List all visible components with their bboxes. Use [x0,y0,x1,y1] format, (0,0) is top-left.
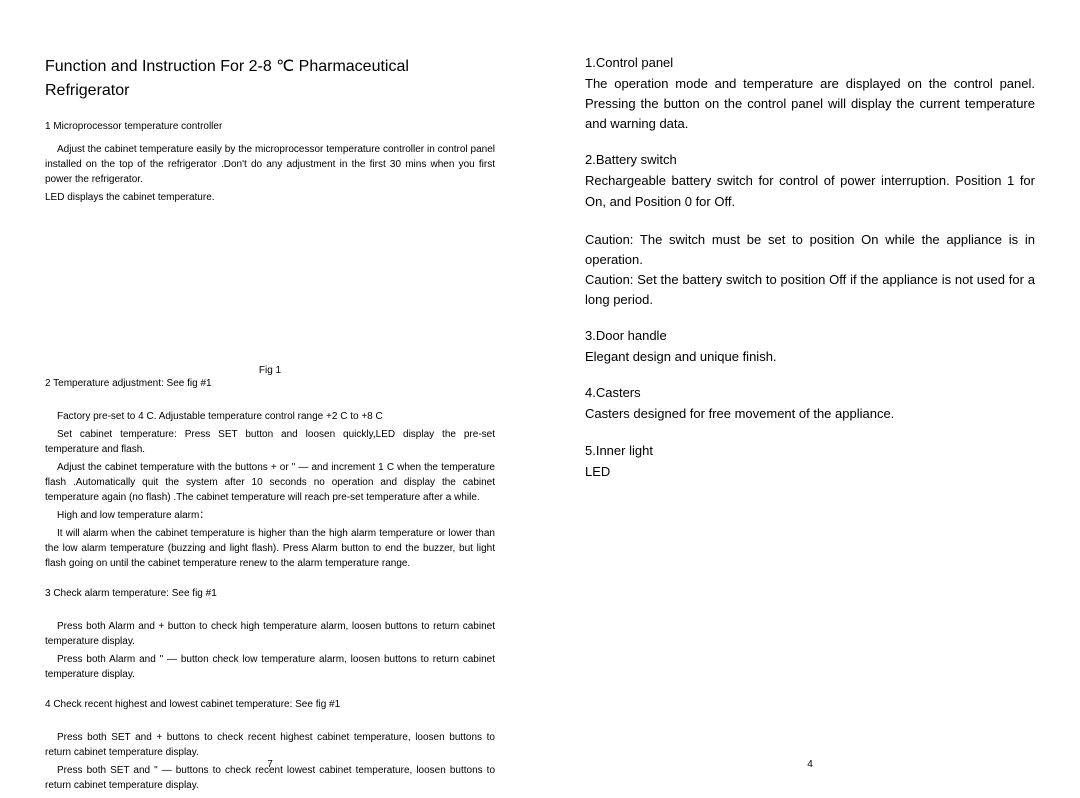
item-1-heading: 1.Control panel [585,55,1035,70]
item-5: 5.Inner light LED [585,443,1035,482]
section-2-body: Factory pre-set to 4 C. Adjustable tempe… [45,409,495,571]
s3-p2: Press both Alarm and " — button check lo… [45,654,495,680]
doc-title: Function and Instruction For 2-8 ℃ Pharm… [45,55,495,103]
caution-1-text: The switch must be set to position On wh… [585,232,1035,267]
section-1-heading: 1 Microprocessor temperature controller [45,121,495,132]
section-2-heading: 2 Temperature adjustment: See fig #1 [45,378,495,389]
caution-label-2: Caution: [585,272,633,287]
item-3-heading: 3.Door handle [585,328,1035,343]
page-number-left: 7 [0,759,540,770]
item-4-para: Casters designed for free movement of th… [585,404,1035,424]
s2-p3: Adjust the cabinet temperature with the … [45,462,495,503]
section-3-body: Press both Alarm and + button to check h… [45,619,495,682]
item-2: 2.Battery switch Rechargeable battery sw… [585,152,1035,211]
caution-2-text: Set the battery switch to position Off i… [585,272,1035,307]
item-3-para: Elegant design and unique finish. [585,347,1035,367]
s3-p1: Press both Alarm and + button to check h… [45,621,495,647]
s2-p5: It will alarm when the cabinet temperatu… [45,528,495,569]
item-2-para: Rechargeable battery switch for control … [585,171,1035,211]
item-4-heading: 4.Casters [585,385,1035,400]
caution-1: Caution: The switch must be set to posit… [585,230,1035,270]
item-3: 3.Door handle Elegant design and unique … [585,328,1035,367]
item-2-heading: 2.Battery switch [585,152,1035,167]
page-number-right: 4 [540,759,1080,770]
section-3-heading: 3 Check alarm temperature: See fig #1 [45,588,495,599]
item-1-para: The operation mode and temperature are d… [585,74,1035,134]
caution-block: Caution: The switch must be set to posit… [585,230,1035,311]
item-5-para: LED [585,462,1035,482]
s1-p1: Adjust the cabinet temperature easily by… [45,144,495,185]
section-1-body: Adjust the cabinet temperature easily by… [45,142,495,205]
section-4-heading: 4 Check recent highest and lowest cabine… [45,699,495,710]
item-4: 4.Casters Casters designed for free move… [585,385,1035,424]
page-right: 1.Control panel The operation mode and t… [540,0,1080,798]
caution-label-1: Caution: [585,232,633,247]
page-left: Function and Instruction For 2-8 ℃ Pharm… [0,0,540,798]
s4-p1: Press both SET and + buttons to check re… [45,732,495,758]
item-1: 1.Control panel The operation mode and t… [585,55,1035,134]
s1-p2: LED displays the cabinet temperature. [45,190,495,205]
item-5-heading: 5.Inner light [585,443,1035,458]
s2-p2: Set cabinet temperature: Press SET butto… [45,429,495,455]
s2-p1: Factory pre-set to 4 C. Adjustable tempe… [45,409,495,424]
s2-p4: High and low temperature alarm： [45,508,495,523]
figure-caption: Fig 1 [45,365,495,376]
caution-2: Caution: Set the battery switch to posit… [585,270,1035,310]
